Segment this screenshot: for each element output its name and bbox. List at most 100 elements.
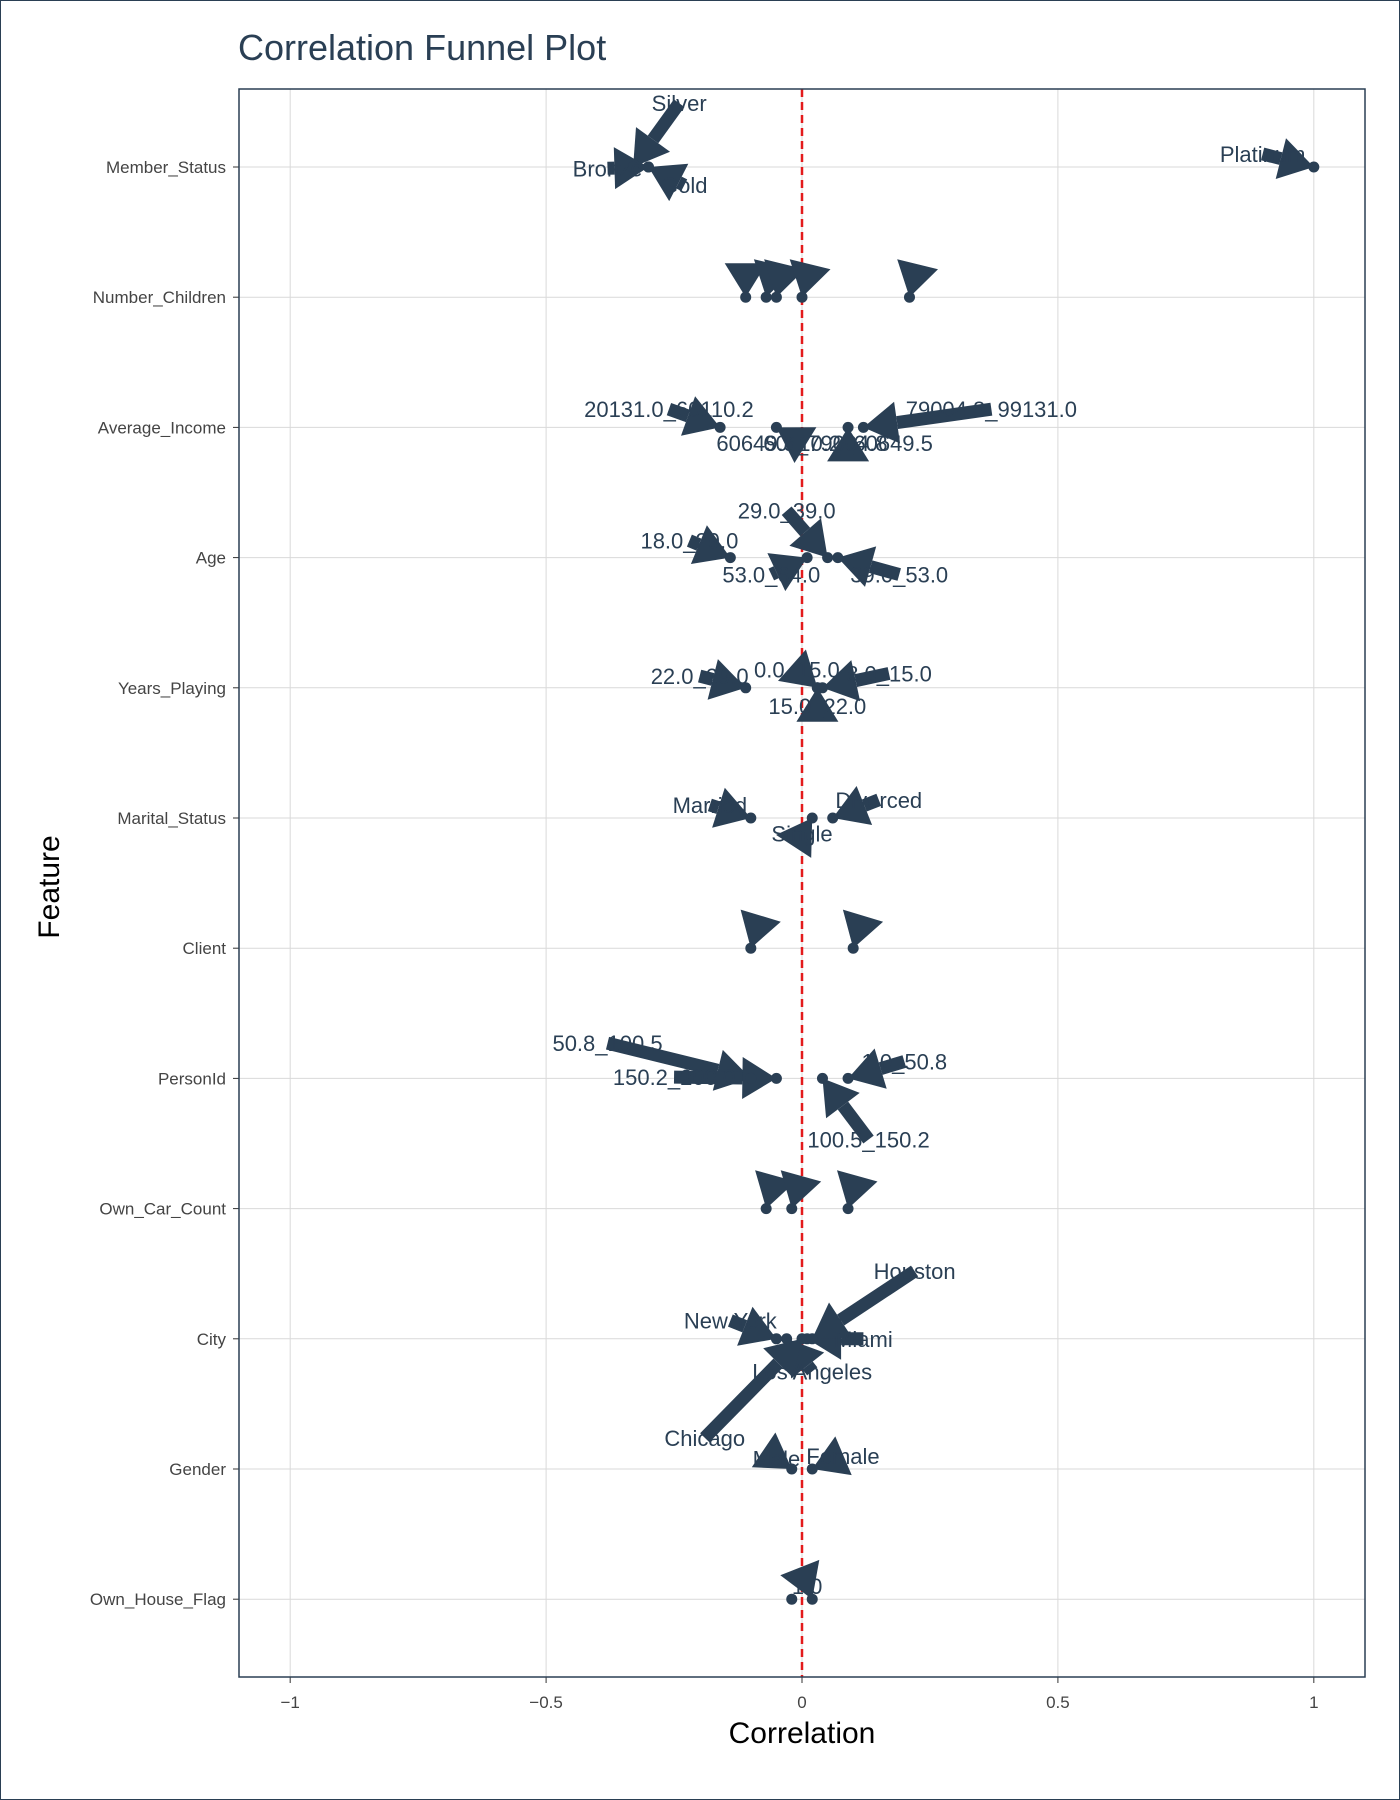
- annotation-label: Gold: [661, 173, 707, 198]
- data-point: [724, 552, 736, 564]
- annotation-label: Divorced: [835, 788, 922, 813]
- annotation-label: 20131.0_60110.2: [584, 397, 754, 422]
- y-category-label: Own_Car_Count: [99, 1200, 226, 1219]
- annotation-arrow-head: [776, 818, 813, 858]
- data-point: [796, 291, 808, 303]
- annotation-arrow-shaft: [673, 1070, 743, 1085]
- annotation-label: Male: [753, 1447, 801, 1472]
- data-point: [770, 1333, 782, 1345]
- annotation-arrow-shaft: [878, 1055, 907, 1075]
- data-point: [786, 1463, 798, 1475]
- annotation-arrow-shaft: [868, 560, 901, 581]
- annotation-label: 18.0_29.0: [640, 529, 738, 554]
- annotation-arrow-head: [778, 649, 818, 688]
- data-point: [770, 291, 782, 303]
- data-point: [745, 942, 757, 954]
- annotation-arrow-head: [897, 259, 938, 298]
- data-point: [760, 291, 772, 303]
- annotation-label: 29.0_39.0: [738, 499, 836, 524]
- annotation-label: 8.0_15.0: [846, 661, 932, 686]
- y-axis-title: Feature: [33, 835, 66, 938]
- annotation-label: Miami: [834, 1327, 893, 1352]
- annotation-label: 60110.2_60649.5: [763, 431, 933, 456]
- y-category-label: Average_Income: [98, 418, 226, 437]
- annotation-arrow-shaft: [861, 793, 882, 812]
- annotation-label: 22.0_29.0: [651, 664, 749, 689]
- annotation-label: 60649.5_79004.8: [716, 431, 887, 456]
- annotation-arrow-shaft: [666, 403, 691, 423]
- x-tick-label: 0.5: [1046, 1693, 1070, 1712]
- annotation-label: Houston: [874, 1259, 956, 1284]
- annotation-arrow-head: [763, 1338, 802, 1378]
- data-point: [903, 291, 915, 303]
- data-point: [842, 1072, 854, 1084]
- x-tick-label: 1: [1309, 1693, 1318, 1712]
- data-point: [832, 552, 844, 564]
- annotation-label: New York: [684, 1309, 778, 1334]
- annotation-arrow-head: [780, 1559, 820, 1600]
- annotation-arrow-head: [822, 1078, 860, 1119]
- annotation-arrow-head: [690, 525, 731, 564]
- data-point: [827, 812, 839, 824]
- annotation-arrow-shaft: [707, 798, 721, 814]
- annotation-arrow-head: [796, 687, 839, 722]
- annotation-label: Married: [673, 793, 748, 818]
- annotation-label: Silver: [652, 91, 707, 116]
- annotation-arrow-head: [827, 427, 870, 462]
- y-category-label: Own_House_Flag: [90, 1590, 226, 1609]
- annotation-label: 150.2_200.0: [613, 1065, 735, 1090]
- data-point: [714, 421, 726, 433]
- x-tick-label: 0: [797, 1693, 806, 1712]
- data-point: [816, 1072, 828, 1084]
- annotation-arrow-shaft: [686, 534, 702, 551]
- annotation-arrow-head: [648, 163, 689, 202]
- y-category-label: City: [197, 1330, 227, 1349]
- annotation-label: 0.0_15.0: [754, 658, 840, 683]
- data-point: [740, 682, 752, 694]
- annotation-arrow-head: [842, 909, 884, 949]
- annotation-arrow-head: [1275, 138, 1314, 179]
- annotation-label: 53.0_64.0: [722, 563, 820, 588]
- data-point: [770, 1072, 782, 1084]
- annotation-arrow-head: [742, 1057, 777, 1099]
- annotation-label: 15.0_22.0: [768, 694, 866, 719]
- y-category-label: PersonId: [158, 1069, 226, 1088]
- data-point: [842, 421, 854, 433]
- annotation-arrow-head: [837, 1170, 878, 1209]
- annotation-arrow-head: [789, 259, 831, 298]
- annotation-labels: Silver Bronze Gold Platinum 20131.0_60110.2 6…: [552, 91, 1305, 1599]
- annotation-label: 1.0_50.8: [862, 1049, 948, 1074]
- data-point: [760, 1203, 772, 1215]
- annotation-arrow-shaft: [727, 1314, 748, 1333]
- y-axis-categories: Member_Status Number_Children Average_Inco…: [90, 158, 227, 1609]
- annotation-arrow-shaft: [698, 669, 715, 686]
- annotation-label: 1.0: [792, 1574, 823, 1599]
- data-point: [801, 552, 813, 564]
- x-tick-label: −0.5: [529, 1693, 563, 1712]
- annotation-label: Chicago: [664, 1426, 745, 1451]
- annotation-arrow-head: [863, 401, 900, 444]
- annotation-label: Single: [771, 822, 832, 847]
- annotation-arrow-head: [837, 546, 877, 587]
- data-point: [816, 682, 828, 694]
- annotation-arrow-head: [751, 1432, 792, 1469]
- data-point: [786, 1203, 798, 1215]
- plot-area-border: [238, 88, 1366, 1678]
- annotation-arrow-head: [724, 263, 767, 298]
- data-point: [745, 812, 757, 824]
- data-point: [806, 812, 818, 824]
- chart-title: Correlation Funnel Plot: [238, 27, 606, 68]
- data-point: [806, 1463, 818, 1475]
- annotation-arrows: [605, 99, 1314, 1600]
- annotation-arrow-head: [776, 427, 817, 463]
- annotation-arrow-head: [789, 518, 828, 558]
- annotation-arrow-head: [737, 1306, 777, 1346]
- annotation-arrow-shaft: [647, 99, 685, 144]
- annotation-arrow-shaft: [854, 667, 891, 687]
- annotation-arrow-head: [822, 660, 861, 702]
- data-point: [770, 421, 782, 433]
- annotation-label: Platinum: [1220, 142, 1306, 167]
- data-point: [786, 1593, 798, 1605]
